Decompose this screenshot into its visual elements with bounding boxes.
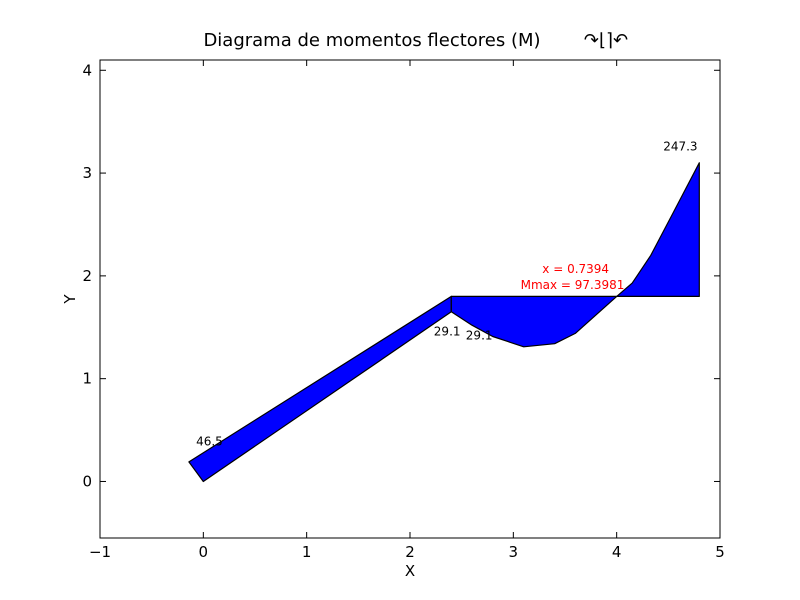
y-tick-label: 0 bbox=[82, 472, 92, 490]
title-moment-symbol: ↷⌊⌉↶ bbox=[584, 30, 628, 51]
x-tick-label: 0 bbox=[199, 543, 209, 561]
y-tick-label: 4 bbox=[82, 61, 92, 79]
annotation-label-5: x = 0.7394 bbox=[542, 262, 609, 276]
x-tick-label: 5 bbox=[715, 543, 725, 561]
annotation-label-3: 29.1 bbox=[466, 329, 493, 343]
annotation-label-6: Mmax = 97.3981 bbox=[521, 278, 625, 292]
annotation-label-1: 46.5 bbox=[196, 435, 223, 449]
y-tick-label: 2 bbox=[82, 267, 92, 285]
y-axis-label: Y bbox=[61, 294, 79, 305]
axis-ticks: −1 0 1 2 3 4 5 0 1 2 3 4 bbox=[82, 60, 725, 561]
y-tick-label: 1 bbox=[82, 370, 92, 388]
x-tick-label: 4 bbox=[612, 543, 622, 561]
annotation-label-4: 247.3 bbox=[663, 140, 697, 154]
x-tick-label: −1 bbox=[89, 543, 111, 561]
plot-area: 46.5 29.1 29.1 247.3 x = 0.7394 Mmax = 97.398… bbox=[188, 140, 700, 483]
x-tick-label: 2 bbox=[405, 543, 415, 561]
annotation-label-2: 29.1 bbox=[434, 325, 461, 339]
y-tick-label: 3 bbox=[82, 164, 92, 182]
x-tick-label: 1 bbox=[302, 543, 312, 561]
moment-area-segment-3 bbox=[616, 162, 700, 297]
x-axis-label: X bbox=[405, 562, 415, 580]
chart-title: Diagrama de momentos flectores (M) bbox=[203, 30, 540, 51]
x-tick-label: 3 bbox=[509, 543, 519, 561]
moment-area-segment-2 bbox=[450, 295, 618, 348]
